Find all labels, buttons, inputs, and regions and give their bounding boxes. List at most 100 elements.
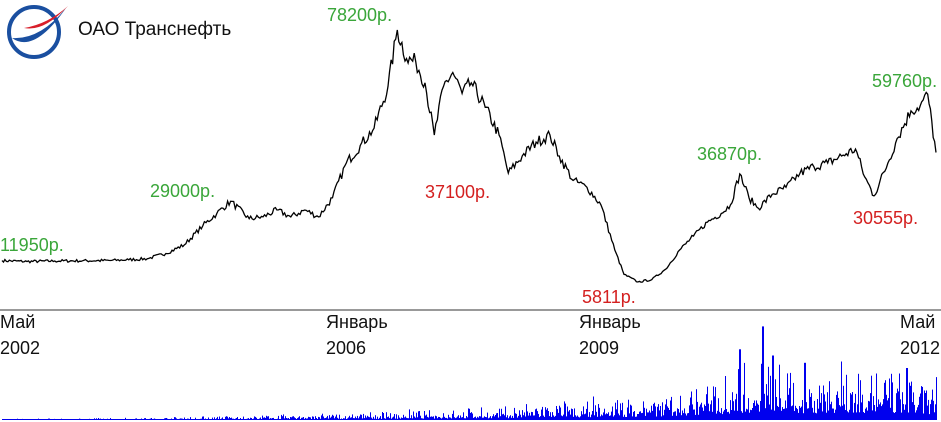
volume-bar: [484, 416, 485, 420]
volume-bar: [467, 417, 468, 420]
volume-bar: [386, 412, 387, 420]
volume-bar: [687, 413, 688, 420]
volume-bar: [228, 418, 229, 420]
volume-bar: [46, 419, 47, 420]
volume-bar: [51, 419, 52, 420]
volume-bar: [30, 419, 31, 420]
volume-bar: [68, 419, 69, 420]
volume-bar: [885, 380, 886, 420]
volume-bar: [321, 415, 322, 420]
volume-bar: [86, 419, 87, 420]
volume-bar: [8, 419, 9, 420]
volume-bar: [802, 400, 803, 420]
volume-bar: [119, 419, 120, 420]
volume-bar: [869, 401, 870, 420]
volume-bar: [447, 418, 448, 420]
volume-bar: [273, 417, 274, 420]
volume-bar: [680, 395, 681, 420]
volume-bar: [576, 416, 577, 420]
volume-bar: [698, 414, 699, 420]
volume-bar: [739, 349, 740, 420]
volume-bar: [486, 417, 487, 420]
volume-bar: [448, 414, 449, 420]
volume-bar: [36, 419, 37, 420]
volume-bar: [696, 389, 697, 420]
volume-bar: [661, 416, 662, 420]
volume-bar: [457, 416, 458, 420]
volume-bar: [653, 403, 654, 420]
volume-bar: [480, 416, 481, 420]
volume-bar: [820, 402, 821, 420]
volume-bar: [267, 416, 268, 420]
volume-bar: [666, 399, 667, 420]
volume-bar: [432, 416, 433, 420]
volume-bar: [170, 419, 171, 420]
volume-bar: [889, 378, 890, 420]
volume-bar: [523, 415, 524, 420]
volume-bar: [88, 419, 89, 420]
volume-bar: [654, 402, 655, 420]
volume-bar: [76, 419, 77, 420]
volume-bar: [677, 408, 678, 420]
volume-bar: [733, 401, 734, 420]
volume-bar: [227, 416, 228, 420]
volume-bar: [116, 419, 117, 420]
volume-bar: [92, 419, 93, 420]
volume-bar: [284, 418, 285, 420]
x-tick-month: Май: [900, 312, 935, 332]
volume-bar: [926, 390, 927, 420]
volume-bar: [655, 406, 656, 420]
volume-bar: [933, 400, 934, 420]
volume-bar: [12, 419, 13, 420]
volume-bar: [849, 409, 850, 420]
volume-bar: [109, 419, 110, 420]
volume-bar: [659, 410, 660, 420]
volume-bar: [10, 419, 11, 420]
volume-bar: [52, 419, 53, 420]
volume-bar: [392, 417, 393, 420]
volume-bar: [543, 415, 544, 420]
volume-bar: [335, 416, 336, 420]
volume-bar: [826, 412, 827, 420]
volume-bar: [347, 418, 348, 420]
volume-bar: [612, 406, 613, 420]
volume-bar: [338, 418, 339, 420]
volume-bar: [266, 415, 267, 420]
volume-bar: [194, 419, 195, 420]
x-tick-month: Январь: [326, 312, 388, 332]
volume-bar: [351, 417, 352, 420]
volume-bar: [875, 411, 876, 420]
volume-bar: [72, 419, 73, 420]
volume-bar: [306, 418, 307, 420]
volume-bar: [561, 415, 562, 420]
volume-bar: [581, 411, 582, 420]
volume-bar: [433, 416, 434, 420]
volume-bar: [809, 389, 810, 420]
volume-bar: [252, 419, 253, 420]
volume-bar: [675, 411, 676, 420]
volume-bar: [502, 414, 503, 420]
volume-bar: [197, 419, 198, 420]
volume-bar: [226, 416, 227, 420]
volume-bar: [821, 393, 822, 420]
volume-bar: [61, 418, 62, 420]
volume-bar: [492, 416, 493, 420]
volume-bar: [485, 417, 486, 420]
volume-bar: [355, 416, 356, 420]
volume-bar: [377, 416, 378, 420]
volume-bar: [602, 415, 603, 420]
volume-bar: [362, 418, 363, 420]
volume-bar: [508, 418, 509, 420]
volume-bar: [153, 418, 154, 420]
volume-bar: [359, 416, 360, 420]
volume-bar: [210, 419, 211, 420]
volume-bar: [248, 418, 249, 420]
volume-bar: [850, 393, 851, 420]
volume-bar: [231, 417, 232, 420]
volume-bar: [416, 412, 417, 420]
volume-bar: [609, 415, 610, 420]
volume-bar: [398, 415, 399, 420]
volume-bar: [630, 404, 631, 420]
volume-bar: [130, 419, 131, 420]
